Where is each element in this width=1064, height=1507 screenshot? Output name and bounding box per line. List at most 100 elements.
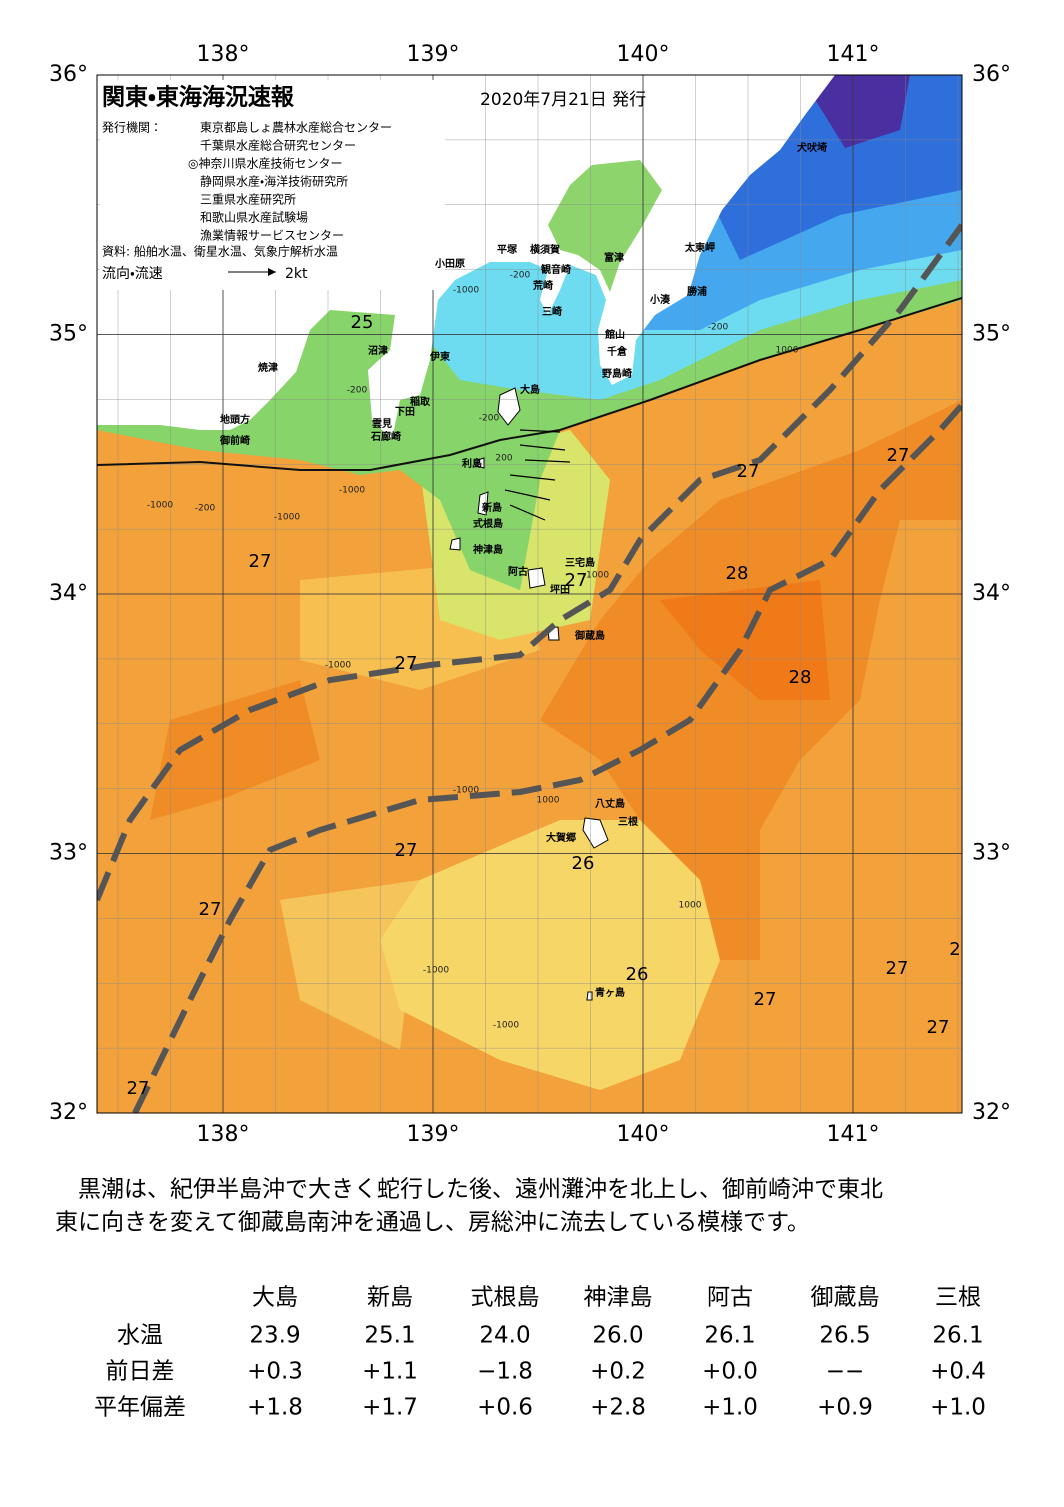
isotherm-label: 27 bbox=[127, 1078, 150, 1099]
source: 資料: 船舶水温、衛星水温、気象庁解析水温 bbox=[102, 244, 338, 259]
depth-label: -200 bbox=[195, 504, 216, 514]
place-name: 小田原 bbox=[434, 257, 465, 270]
depth-label: -1000 bbox=[423, 966, 449, 976]
place-name: 三宅島 bbox=[565, 556, 595, 569]
place-name: 野島崎 bbox=[602, 367, 632, 380]
place-name: 横須賀 bbox=[530, 243, 560, 256]
table-row-label: 前日差 bbox=[106, 1359, 175, 1385]
lat-label: 36° bbox=[972, 62, 1011, 87]
isotherm-label: 27 bbox=[886, 958, 909, 979]
place-name: 雲見 bbox=[372, 418, 392, 430]
isotherm-label: 27 bbox=[395, 840, 418, 861]
table-cell: +0.3 bbox=[247, 1359, 303, 1385]
table-cell: +0.2 bbox=[590, 1359, 646, 1385]
map-frame bbox=[96, 74, 963, 1114]
table-cell: 26.1 bbox=[704, 1323, 755, 1349]
lon-label: 140° bbox=[617, 1122, 670, 1147]
lat-label: 34° bbox=[49, 581, 88, 606]
place-name: 勝浦 bbox=[687, 285, 707, 298]
place-name: 小湊 bbox=[649, 293, 671, 306]
depth-label: -200 bbox=[510, 271, 531, 281]
isotherm-label: 2 bbox=[949, 939, 960, 960]
lon-label: 139° bbox=[407, 42, 460, 67]
publisher: 静岡県水産・海洋技術研究所 bbox=[200, 174, 348, 189]
table-header: 大島 bbox=[252, 1285, 298, 1311]
table-cell: +1.1 bbox=[362, 1359, 418, 1385]
isotherm-label: 27 bbox=[927, 1017, 950, 1038]
table-cell: +0.4 bbox=[930, 1359, 986, 1385]
depth-label: 200 bbox=[495, 454, 512, 464]
isotherm-label: 27 bbox=[199, 899, 222, 920]
current-arrows bbox=[504, 429, 571, 521]
issue-date: 2020年7月21日 発行 bbox=[480, 90, 646, 110]
depth-label: -1000 bbox=[325, 661, 351, 671]
temp-zone bbox=[280, 880, 420, 1050]
table-cell: 24.0 bbox=[479, 1323, 530, 1349]
place-name: 伊東 bbox=[429, 350, 450, 363]
legend-label: 流向・流速 bbox=[102, 266, 163, 282]
table-cell: 26.1 bbox=[932, 1323, 983, 1349]
depth-label: -1000 bbox=[453, 786, 479, 796]
place-name: 下田 bbox=[395, 406, 415, 418]
place-name: 大島 bbox=[520, 383, 540, 396]
temp-zone bbox=[150, 680, 320, 820]
isotherm-label: 25 bbox=[351, 312, 374, 333]
place-name: 焼津 bbox=[258, 361, 278, 374]
place-name: 犬吠埼 bbox=[797, 141, 827, 154]
table-header: 三根 bbox=[935, 1285, 981, 1311]
isotherm-label: 27 bbox=[754, 989, 777, 1010]
table-cell: −− bbox=[826, 1359, 865, 1385]
table-row-label: 平年偏差 bbox=[94, 1395, 186, 1421]
place-name: 御蔵島 bbox=[574, 629, 605, 642]
isotherm-label: 28 bbox=[789, 667, 812, 688]
depth-label: 1000 bbox=[537, 796, 560, 806]
table-cell: +1.8 bbox=[247, 1395, 303, 1421]
depth-label: -1000 bbox=[453, 286, 479, 296]
isotherm-label: 27 bbox=[249, 551, 272, 572]
place-name: 新島 bbox=[481, 501, 502, 514]
lon-label: 138° bbox=[197, 42, 250, 67]
isotherm-label: 27 bbox=[395, 653, 418, 674]
kuroshio-axis bbox=[132, 403, 962, 1113]
table-cell: +0.6 bbox=[477, 1395, 533, 1421]
place-name: 地頭方 bbox=[220, 413, 250, 426]
table-header: 式根島 bbox=[471, 1285, 540, 1311]
place-name: 稲取 bbox=[410, 395, 431, 408]
table-cell: +2.8 bbox=[590, 1395, 646, 1421]
lat-label: 33° bbox=[972, 841, 1011, 866]
legend-speed: 2kt bbox=[285, 266, 308, 282]
place-name: 石廊崎 bbox=[370, 430, 401, 443]
publisher: 東京都島しょ農林水産総合センター bbox=[200, 120, 392, 135]
place-name: 観音崎 bbox=[541, 263, 571, 276]
place-name: 利島 bbox=[462, 457, 482, 470]
depth-label: -200 bbox=[347, 386, 368, 396]
table-cell: 23.9 bbox=[249, 1323, 300, 1349]
lon-label: 139° bbox=[407, 1122, 460, 1147]
depth-label: -1000 bbox=[274, 513, 300, 523]
table-row-label: 水温 bbox=[117, 1323, 163, 1349]
table-cell: +1.0 bbox=[930, 1395, 986, 1421]
lat-label: 36° bbox=[49, 62, 88, 87]
place-name: 千倉 bbox=[607, 345, 628, 358]
lat-label: 33° bbox=[49, 841, 88, 866]
lon-label: 141° bbox=[827, 42, 880, 67]
place-name: 平塚 bbox=[497, 243, 518, 256]
place-name: 御前崎 bbox=[219, 434, 250, 447]
table-cell: +1.7 bbox=[362, 1395, 418, 1421]
place-name: 館山 bbox=[604, 328, 625, 341]
depth-label: 1000 bbox=[679, 901, 702, 911]
table-header: 阿古 bbox=[707, 1285, 753, 1311]
depth-label: -1000 bbox=[339, 486, 365, 496]
publisher: 和歌山県水産試験場 bbox=[200, 210, 308, 225]
lon-label: 141° bbox=[827, 1122, 880, 1147]
isotherm-label: 27 bbox=[887, 445, 910, 466]
description-line: 東に向きを変えて御蔵島南沖を通過し、房総沖に流去している模様です。 bbox=[55, 1210, 810, 1236]
place-name: 荒崎 bbox=[532, 279, 553, 292]
temp-zone bbox=[800, 75, 910, 148]
isotherm bbox=[97, 297, 962, 471]
isotherm-label: 27 bbox=[565, 570, 588, 591]
publisher: ◎神奈川県水産技術センター bbox=[188, 156, 342, 171]
table-header: 御蔵島 bbox=[811, 1285, 880, 1311]
place-name: 神津島 bbox=[472, 543, 503, 556]
